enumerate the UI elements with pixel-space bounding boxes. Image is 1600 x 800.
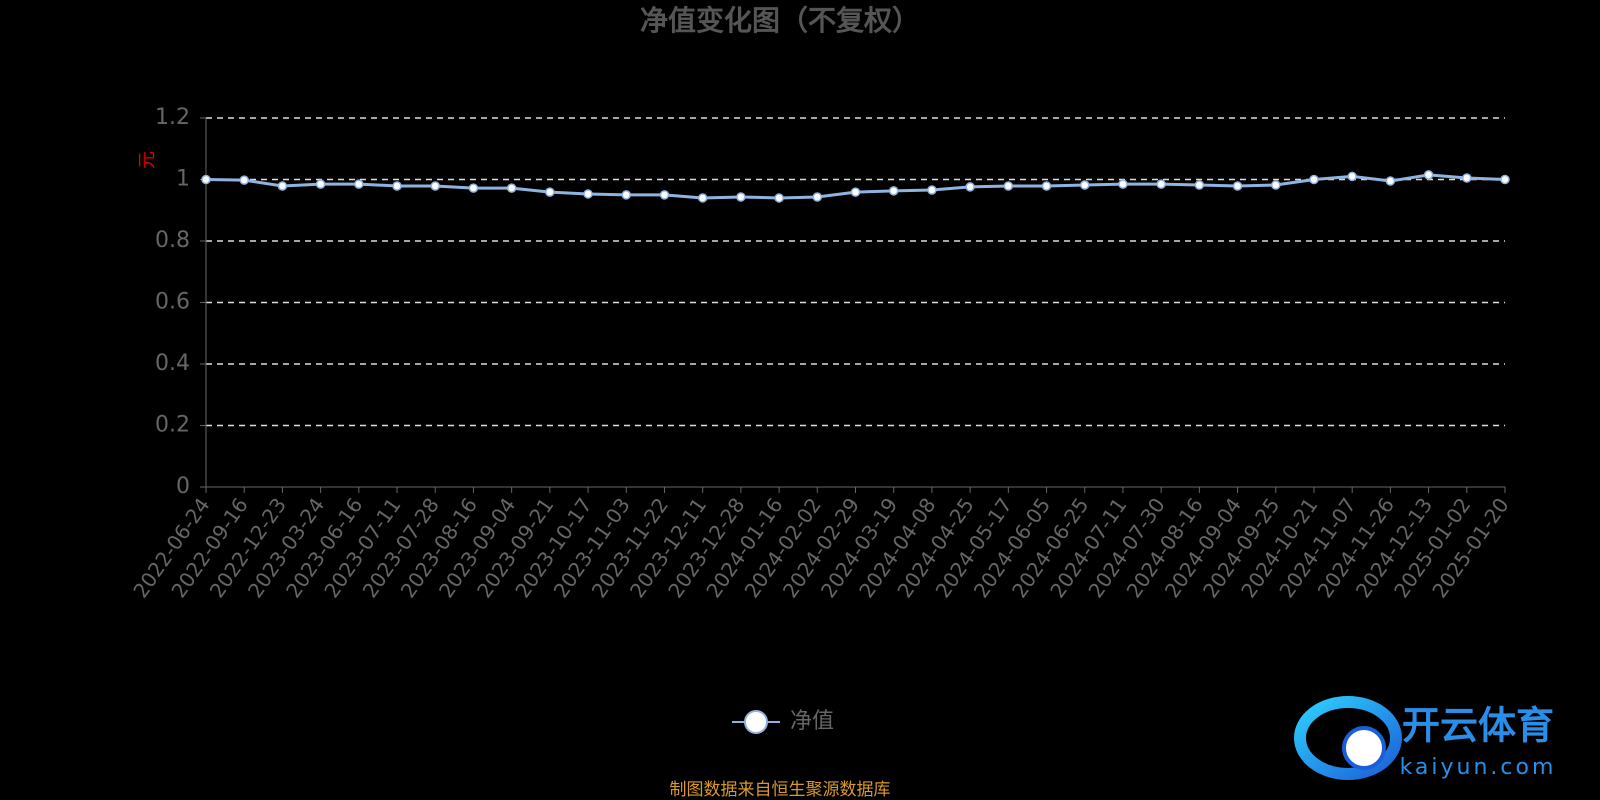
y-tick-label: 1.2 [155, 105, 190, 130]
legend-marker [744, 710, 768, 734]
point [927, 185, 937, 195]
point [1003, 181, 1014, 191]
chart-title: 净值变化图（不复权） [640, 4, 920, 37]
y-axis-label: 元 [137, 151, 158, 169]
point [736, 192, 746, 202]
point [621, 190, 632, 200]
watermark-name: 开云体育 [1402, 704, 1554, 748]
point [545, 187, 555, 197]
point [1041, 181, 1052, 191]
point [1079, 180, 1090, 190]
point [1347, 171, 1357, 182]
watermark: 开云体育 kaiyun.com [1294, 696, 1557, 780]
point [315, 179, 326, 189]
point [1194, 180, 1205, 190]
point [506, 183, 517, 193]
point [354, 179, 364, 189]
point [812, 192, 823, 202]
point [965, 182, 975, 192]
point [1385, 176, 1396, 186]
point [1309, 174, 1319, 185]
point [1118, 179, 1128, 189]
point [1500, 174, 1510, 185]
y-tick-label: 1 [176, 167, 190, 192]
point [774, 193, 784, 203]
point [430, 181, 440, 191]
point [392, 181, 402, 191]
legend-label: 净值 [790, 709, 834, 734]
watermark-logo [1294, 696, 1402, 780]
point [1156, 179, 1166, 189]
watermark-site: kaiyun.com [1400, 755, 1557, 780]
point [850, 187, 861, 197]
point [468, 183, 479, 193]
watermark-ball [1342, 726, 1386, 770]
point [1232, 181, 1243, 191]
y-tick-label: 0.6 [155, 290, 190, 315]
y-tick-label: 0 [176, 474, 190, 499]
point [583, 189, 593, 199]
point [888, 186, 899, 196]
point [277, 181, 288, 191]
point [1271, 180, 1281, 190]
point [1423, 170, 1434, 180]
point [697, 193, 708, 203]
point [659, 190, 670, 200]
y-tick-label: 0.2 [155, 413, 190, 438]
point [201, 174, 211, 185]
source-note: 制图数据来自恒生聚源数据库 [670, 780, 891, 800]
y-tick-label: 0.4 [155, 351, 190, 376]
point [239, 175, 249, 185]
point [1462, 173, 1472, 183]
y-tick-label: 0.8 [155, 228, 190, 253]
